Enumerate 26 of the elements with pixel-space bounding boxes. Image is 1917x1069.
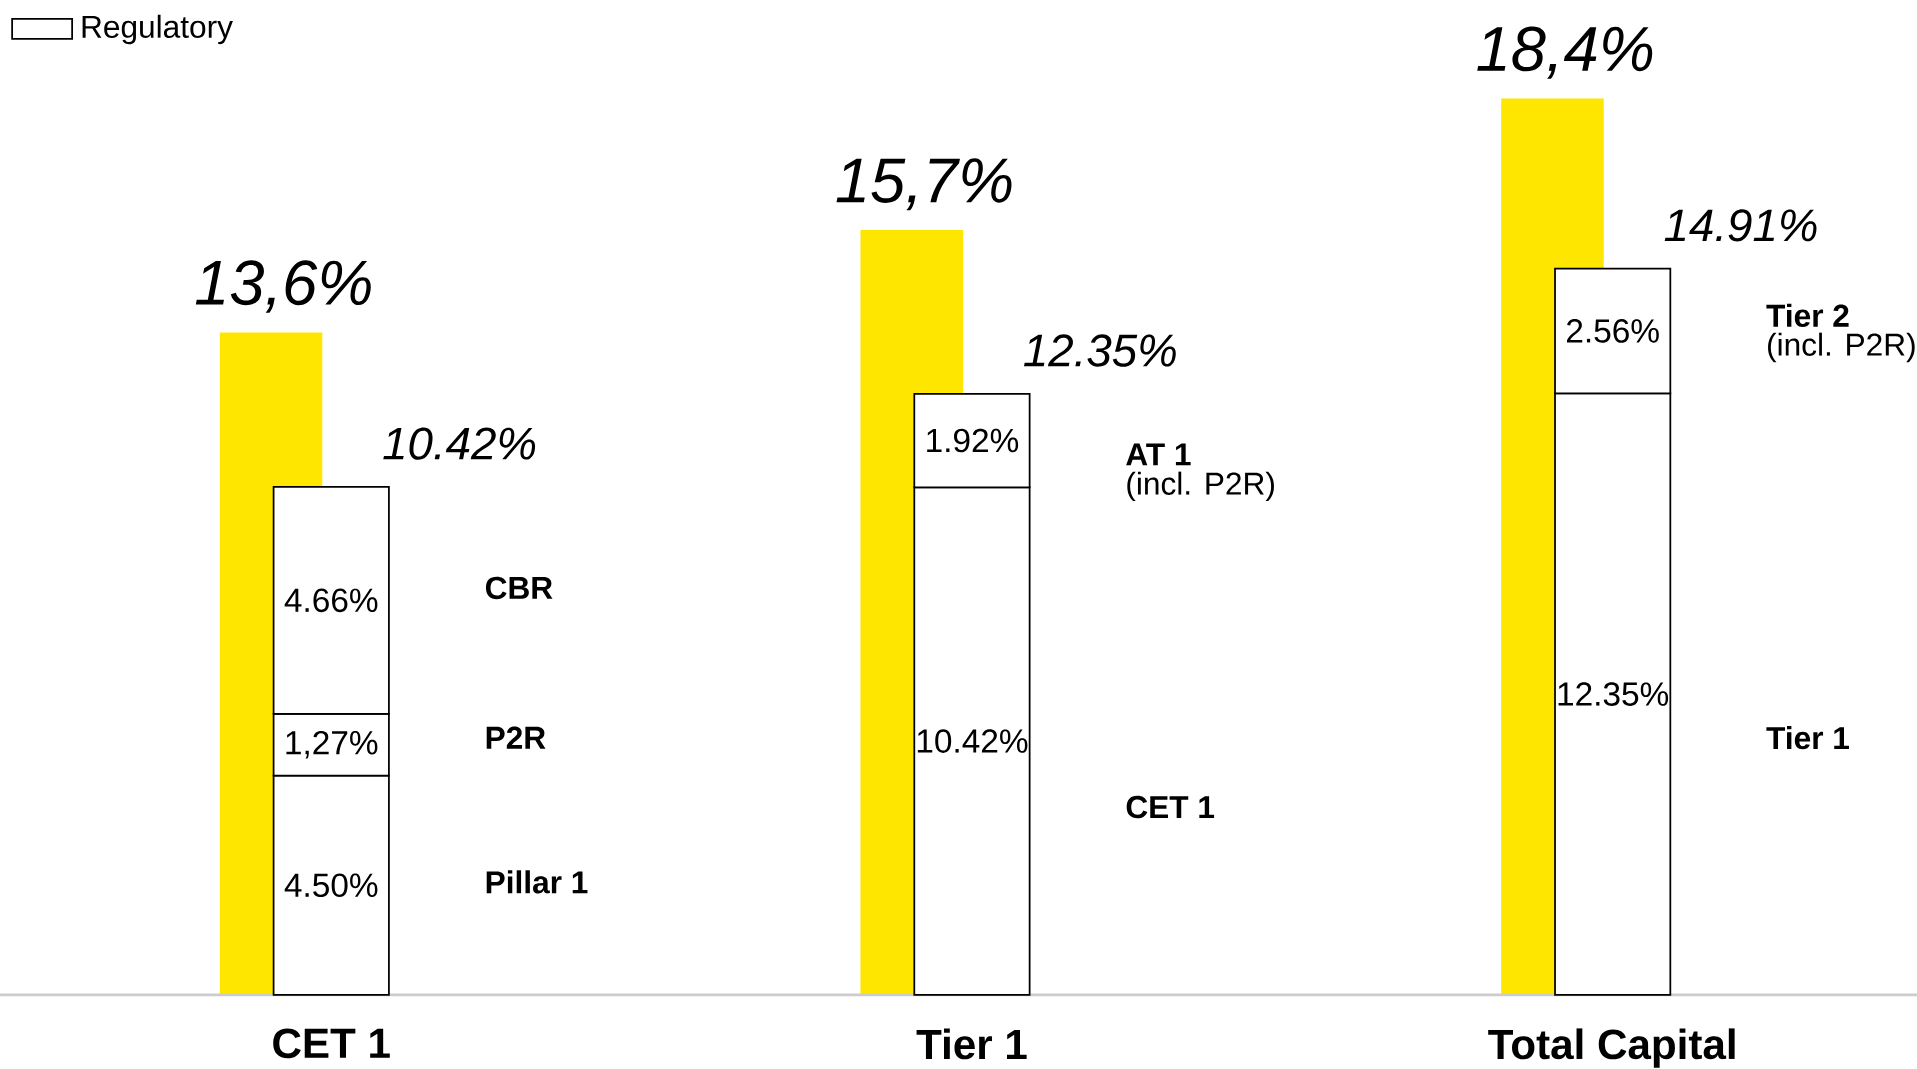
- total-label: 10.42%: [383, 427, 536, 460]
- annotation: (incl. P2R): [1127, 471, 1274, 502]
- data-label: 15,7%: [836, 158, 1012, 211]
- data-label: 4.66%: [284, 588, 378, 613]
- x-tick-label: CET 1: [273, 1028, 390, 1059]
- x-tick-label: Total Capital: [1488, 1028, 1735, 1068]
- data-label: 2.56%: [1566, 319, 1659, 343]
- x-tick-label: Tier 1: [916, 1028, 1027, 1060]
- data-label: 18,4%: [1477, 26, 1653, 79]
- data-label: 4.50%: [284, 873, 378, 898]
- data-label: 13,6%: [195, 260, 371, 313]
- legend-label: Regulatory: [82, 14, 233, 45]
- annotation: Tier 1: [1766, 725, 1849, 750]
- data-label: 10.42%: [917, 729, 1028, 753]
- data-label: 1,27%: [286, 730, 378, 759]
- total-label: 12.35%: [1023, 334, 1176, 367]
- annotation: P2R: [486, 726, 546, 749]
- total-label: 14.91%: [1664, 209, 1817, 242]
- annotation: CET 1: [1126, 795, 1215, 819]
- annotation: CBR: [485, 576, 553, 600]
- data-label: 12.35%: [1558, 682, 1669, 706]
- annotation: Tier 2: [1766, 303, 1849, 327]
- data-label: 1.92%: [927, 428, 1019, 453]
- annotation: (incl. P2R): [1768, 332, 1915, 363]
- annotation: AT 1: [1126, 443, 1191, 466]
- annotation: Pillar 1: [486, 870, 588, 894]
